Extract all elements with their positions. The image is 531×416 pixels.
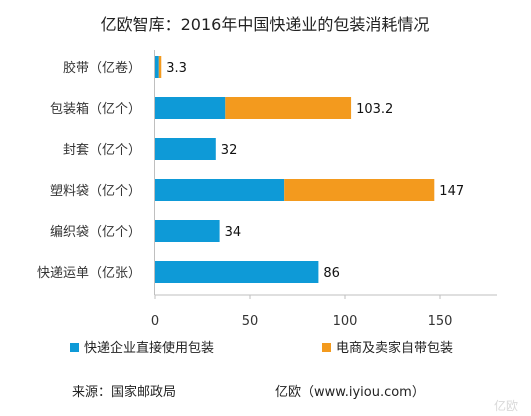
legend-label: 快递企业直接使用包装: [84, 340, 214, 356]
bar-value-label: 32: [221, 143, 238, 158]
bar-value-label: 34: [225, 225, 242, 240]
bar-segment-merchant: [225, 97, 352, 119]
x-tick-label: 150: [428, 314, 453, 329]
x-tick-label: 100: [333, 314, 358, 329]
bar-segment-merchant: [284, 179, 435, 201]
category-label: 包装箱（亿个）: [50, 101, 141, 117]
bar-segment-courier: [155, 56, 159, 78]
legend-label: 电商及卖家自带包装: [336, 340, 453, 356]
x-tick-label: 50: [242, 314, 259, 329]
bar-value-label: 3.3: [166, 61, 187, 76]
watermark-logo: 亿欧: [494, 398, 518, 413]
plot-area: 胶带（亿卷） 3.3 包装箱（亿个） 103.2 封套（亿个） 32 塑料袋（亿个） 147 编…: [37, 50, 497, 329]
bar-segment-courier: [155, 179, 285, 201]
bar-segment-courier: [155, 97, 226, 119]
bar-segment-courier: [155, 138, 216, 160]
bar-value-label: 86: [323, 266, 340, 281]
chart-title: 亿欧智库：2016年中国快递业的包装消耗情况: [101, 15, 430, 34]
legend-swatch: [322, 343, 331, 352]
category-label: 塑料袋（亿个）: [50, 184, 141, 199]
category-label: 编织袋（亿个）: [50, 225, 141, 240]
bar-segment-courier: [155, 261, 319, 283]
category-label: 封套（亿个）: [63, 142, 141, 158]
credit-note: 亿欧（www.iyiou.com）: [275, 385, 425, 400]
bar-value-label: 103.2: [356, 102, 393, 117]
legend-swatch: [70, 343, 79, 352]
x-tick-label: 0: [151, 314, 159, 329]
category-label: 快递运单（亿张）: [37, 266, 141, 281]
bar-segment-courier: [155, 220, 220, 242]
source-note: 来源：国家邮政局: [72, 384, 176, 400]
bar-value-label: 147: [439, 184, 464, 199]
bar-segment-merchant: [158, 56, 162, 78]
legend: 快递企业直接使用包装 电商及卖家自带包装: [70, 340, 453, 356]
category-label: 胶带（亿卷）: [63, 60, 141, 76]
